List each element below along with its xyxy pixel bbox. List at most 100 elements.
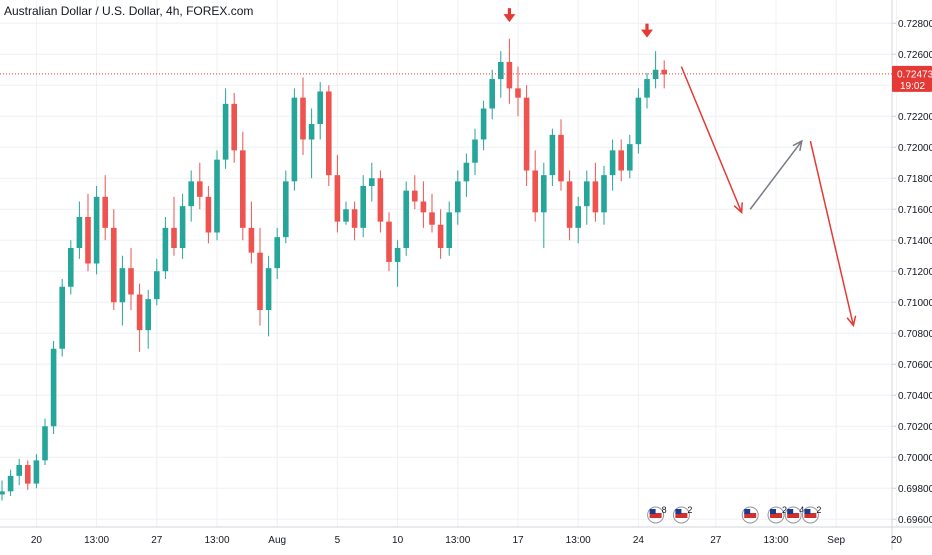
event-flag-stripe: [770, 513, 782, 518]
y-tick-label: 0.72000: [898, 143, 932, 154]
y-tick-label: 0.70000: [898, 453, 932, 464]
candle-down: [136, 294, 143, 331]
x-tick-label: 5: [335, 535, 341, 546]
x-tick-label: 27: [151, 535, 163, 546]
candle-up: [455, 181, 461, 213]
candle-up: [291, 97, 298, 182]
candle-up: [601, 175, 607, 213]
candle-down: [240, 150, 246, 228]
event-count-label: 8: [662, 505, 667, 515]
event-flag-canton: [787, 509, 794, 514]
x-tick-label: 13:00: [204, 535, 229, 546]
event-flag-stripe: [675, 513, 688, 518]
candle-down: [558, 134, 564, 182]
candle-down: [171, 227, 177, 248]
chart-title: Australian Dollar / U.S. Dollar, 4h, FOR…: [4, 4, 254, 18]
candle-up: [7, 475, 14, 492]
candle-up: [59, 286, 65, 349]
candle-down: [111, 227, 117, 303]
candle-down: [566, 181, 573, 228]
candle-up: [214, 159, 220, 233]
candle-up: [308, 124, 315, 140]
candle-up: [360, 186, 366, 228]
x-tick-label: 13:00: [566, 535, 591, 546]
candle-up: [0, 491, 5, 495]
y-tick-label: 0.70600: [898, 360, 932, 371]
candle-up: [317, 91, 323, 124]
event-flag-stripe: [787, 513, 800, 518]
y-tick-label: 0.71600: [898, 205, 932, 216]
event-flag-canton: [675, 509, 682, 514]
candle-up: [42, 426, 48, 461]
y-tick-label: 0.70400: [898, 391, 932, 402]
candle-up: [627, 144, 633, 171]
x-tick-label: 17: [512, 535, 524, 546]
event-count-label: 2: [816, 505, 821, 515]
candle-down: [515, 88, 521, 98]
y-tick-label: 0.72200: [898, 112, 932, 123]
candle-up: [446, 212, 452, 248]
event-flag-stripe: [744, 513, 757, 518]
y-tick-label: 0.70200: [898, 422, 932, 433]
x-tick-label: 13:00: [84, 535, 109, 546]
projection-line[interactable]: [749, 140, 803, 210]
candle-down: [85, 217, 91, 264]
candle-down: [523, 97, 530, 171]
projection-line[interactable]: [809, 140, 855, 326]
x-tick-label: 10: [392, 535, 404, 546]
candle-up: [119, 268, 126, 303]
event-flag-canton: [744, 509, 751, 514]
candle-up: [222, 103, 229, 160]
candle-up: [635, 97, 642, 145]
candle-down: [102, 196, 108, 228]
projection-line[interactable]: [680, 66, 743, 213]
current-price-tag: [892, 65, 932, 92]
candle-up: [188, 181, 194, 207]
candle-up: [541, 175, 547, 213]
current-price-label: 0.72473: [897, 69, 932, 80]
y-tick-label: 0.72800: [898, 19, 932, 30]
candle-up: [369, 178, 375, 186]
y-tick-label: 0.69600: [898, 515, 932, 526]
x-tick-label: Aug: [268, 535, 286, 546]
y-tick-label: 0.72600: [898, 50, 932, 61]
projection-arrowhead: [733, 202, 743, 214]
candle-down: [334, 175, 341, 222]
candle-up: [154, 271, 160, 300]
candle-up: [265, 268, 272, 310]
candle-down: [197, 181, 203, 197]
candle-up: [33, 460, 40, 484]
y-tick-label: 0.70800: [898, 329, 932, 340]
arrow-down-marker-icon: [503, 14, 516, 23]
projection-arrowhead: [846, 315, 857, 328]
event-count-label: 4: [799, 505, 804, 515]
arrow-marker-stem: [507, 8, 511, 16]
candle-down: [128, 268, 134, 295]
projection-arrowhead: [792, 139, 803, 152]
candle-up: [343, 209, 349, 222]
x-tick-label: 20: [31, 535, 43, 546]
candle-down: [618, 150, 624, 171]
x-tick-label: 13:00: [445, 535, 470, 546]
x-tick-label: 27: [710, 535, 722, 546]
candle-down: [300, 97, 306, 140]
candle-up: [489, 79, 495, 109]
candle-down: [257, 252, 263, 310]
event-flag-canton: [649, 509, 656, 514]
candle-down: [437, 224, 444, 248]
candle-up: [16, 465, 22, 476]
candle-up: [584, 181, 590, 207]
candle-up: [480, 108, 487, 140]
y-tick-label: 0.69800: [898, 484, 932, 495]
candle-down: [205, 196, 212, 233]
candle-up: [76, 217, 83, 248]
candle-up: [274, 237, 280, 269]
candle-up: [498, 62, 504, 80]
candle-up: [403, 190, 409, 248]
candle-down: [506, 62, 513, 89]
candle-down: [326, 91, 332, 176]
candle-up: [50, 348, 57, 427]
candle-down: [420, 201, 427, 213]
